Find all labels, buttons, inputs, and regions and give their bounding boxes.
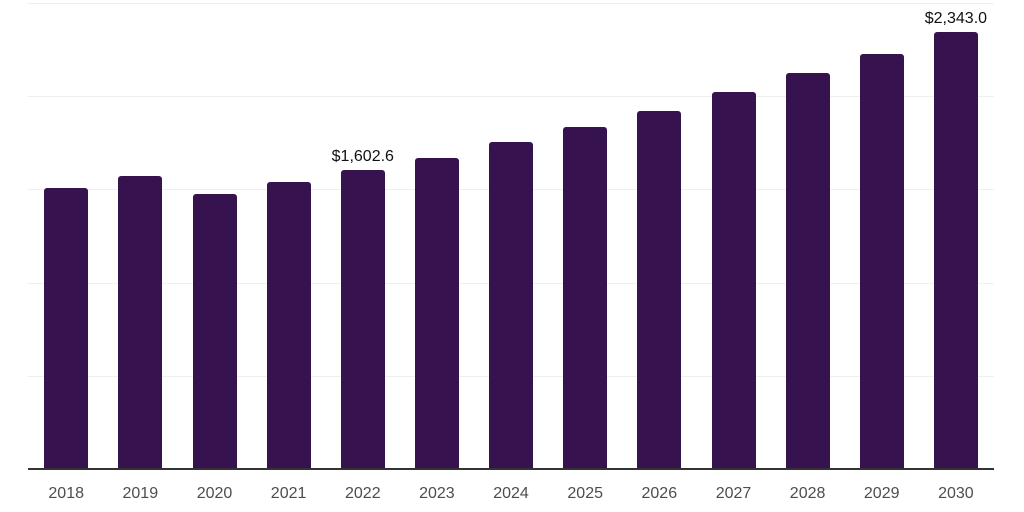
bar-2018	[44, 188, 89, 470]
x-tick-label-2027: 2027	[715, 485, 752, 502]
x-tick-label-2024: 2024	[493, 485, 529, 502]
x-tick-label-2026: 2026	[641, 485, 678, 502]
x-tick-label-2028: 2028	[789, 485, 826, 502]
bar-2029	[859, 54, 904, 470]
x-axis-line	[28, 468, 994, 470]
bar-2024	[489, 142, 533, 470]
bar-2026	[637, 110, 682, 470]
bar-2020	[192, 194, 237, 470]
x-tick-label-2018: 2018	[48, 485, 84, 502]
bar-2022	[340, 170, 385, 470]
bar-2027	[711, 92, 756, 470]
x-tick-label-2030: 2030	[938, 485, 974, 502]
x-tick-label-2022: 2022	[345, 485, 381, 502]
x-tick-label-2023: 2023	[419, 485, 455, 502]
x-tick-label-2021: 2021	[270, 485, 307, 502]
data-label-2022: $1,602.6	[331, 148, 394, 166]
bar-2023	[414, 157, 459, 470]
bar-2025	[563, 126, 608, 470]
x-tick-label-2025: 2025	[567, 485, 603, 502]
x-tick-label-2020: 2020	[196, 485, 233, 502]
bar-2030	[933, 31, 978, 470]
bar-2028	[785, 73, 830, 470]
gridline-2000	[28, 95, 994, 97]
data-label-2030: $2,343.0	[924, 9, 988, 27]
x-tick-label-2019: 2019	[122, 485, 159, 502]
bar-2019	[118, 175, 163, 470]
bar-2021	[266, 182, 311, 470]
x-tick-label-2029: 2029	[863, 485, 900, 502]
gridline-2500	[28, 2, 994, 4]
